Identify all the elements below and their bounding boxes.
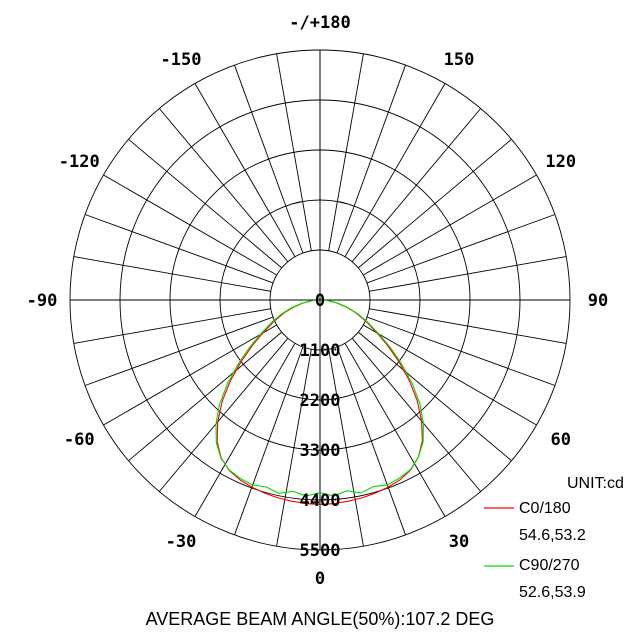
legend-item-c0-180: C0/180 54.6,53.2 [484, 500, 586, 544]
grid-ring [219, 199, 421, 401]
angle-label: 30 [449, 532, 469, 552]
grid-ring [119, 99, 521, 501]
ring-label: 4400 [300, 491, 341, 511]
series-curve-c0-180 [216, 299, 423, 506]
legend-name-c90-270: C90/270 [519, 557, 580, 574]
polar-grid [69, 49, 571, 551]
angle-label: -/+180 [289, 13, 350, 33]
series-curve-c90-270 [215, 299, 424, 497]
legend-item-c90-270: C90/270 52.6,53.9 [484, 557, 586, 601]
ring-label: 1100 [300, 341, 341, 361]
angle-label: 120 [545, 152, 576, 172]
ring-label: 0 [315, 291, 325, 311]
legend-beam-c90-270: 52.6,53.9 [519, 584, 586, 601]
angle-label: -30 [166, 532, 197, 552]
angle-label: 0 [315, 569, 325, 589]
grid-ring [69, 49, 571, 551]
angle-label: 90 [588, 291, 608, 311]
ring-label: 3300 [300, 441, 341, 461]
beam-angle-caption: AVERAGE BEAM ANGLE(50%):107.2 DEG [146, 609, 495, 629]
angle-label: 150 [444, 50, 475, 70]
ring-label: 2200 [300, 391, 341, 411]
angle-label: -60 [64, 430, 95, 450]
ring-label: 5500 [300, 541, 341, 561]
angle-labels: -/+180 150 120 90 60 30 0 -30 -60 -90 -120 -150 [27, 13, 609, 589]
grid-ring [169, 149, 471, 451]
ring-labels: 0 1100 2200 3300 4400 5500 [300, 291, 341, 561]
angle-label: -120 [59, 152, 100, 172]
grid-ring [269, 249, 371, 351]
angle-label: -90 [27, 291, 58, 311]
legend-name-c0-180: C0/180 [519, 500, 571, 517]
angle-label: -150 [161, 50, 202, 70]
legend-beam-c0-180: 54.6,53.2 [519, 527, 586, 544]
intensity-curves [215, 299, 424, 506]
unit-label: UNIT:cd [567, 475, 624, 492]
angle-label: 60 [551, 430, 571, 450]
